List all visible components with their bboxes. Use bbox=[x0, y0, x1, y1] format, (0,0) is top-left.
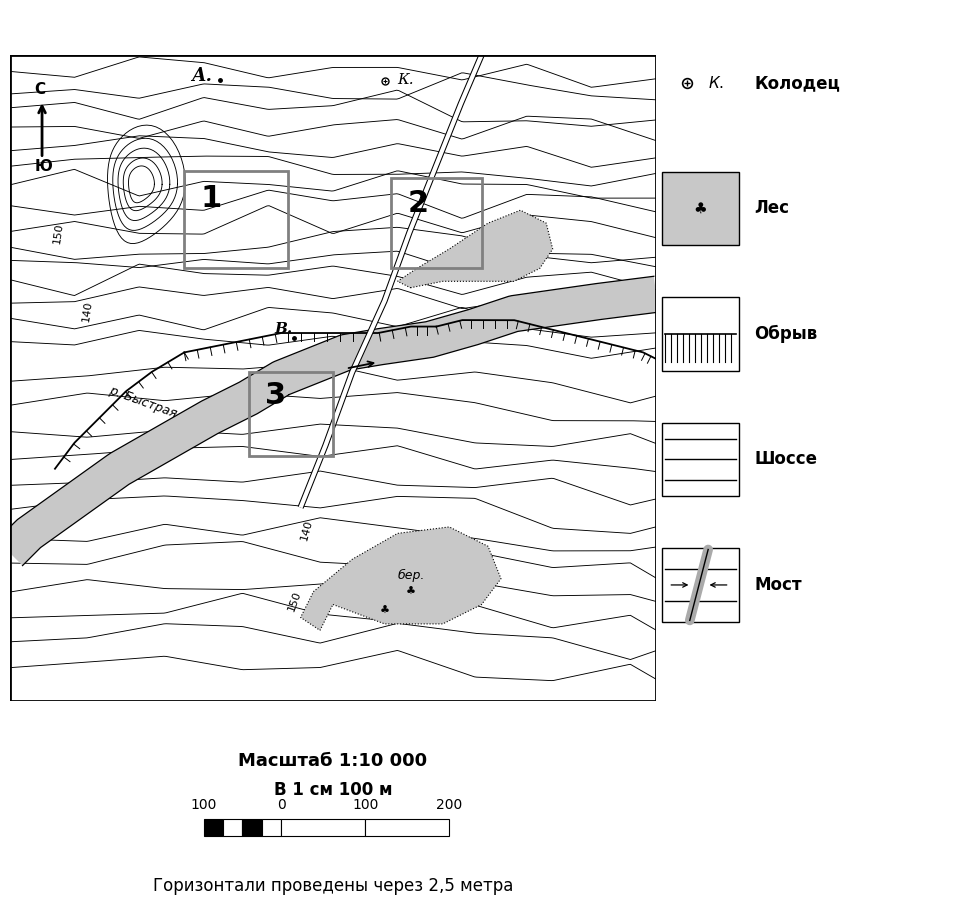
Text: 150: 150 bbox=[52, 222, 64, 245]
Text: Горизонтали проведены через 2,5 метра: Горизонтали проведены через 2,5 метра bbox=[153, 878, 513, 896]
Text: бер.: бер. bbox=[398, 569, 425, 581]
Text: 2: 2 bbox=[407, 189, 429, 217]
Text: ♣: ♣ bbox=[694, 201, 708, 216]
Bar bbox=[662, 548, 739, 622]
Text: р. Быстрая: р. Быстрая bbox=[107, 383, 178, 420]
Bar bbox=[185, 171, 288, 269]
Text: Масштаб 1:10 000: Масштаб 1:10 000 bbox=[238, 752, 428, 770]
Bar bbox=[204, 819, 223, 835]
Bar bbox=[223, 819, 242, 835]
Text: Шоссе: Шоссе bbox=[754, 450, 817, 469]
Text: С: С bbox=[34, 82, 46, 97]
Text: 150: 150 bbox=[286, 590, 302, 613]
Bar bbox=[249, 371, 332, 456]
Text: ♣: ♣ bbox=[380, 606, 390, 616]
Text: 200: 200 bbox=[436, 798, 463, 812]
Text: 140: 140 bbox=[299, 519, 315, 542]
Text: А.: А. bbox=[191, 67, 212, 85]
Text: 0: 0 bbox=[277, 798, 286, 812]
Text: Ю: Ю bbox=[34, 160, 52, 174]
Text: Мост: Мост bbox=[754, 576, 802, 594]
Text: Обрыв: Обрыв bbox=[754, 325, 817, 343]
Text: 1: 1 bbox=[200, 184, 222, 213]
Text: 100: 100 bbox=[352, 798, 378, 812]
Bar bbox=[281, 819, 365, 835]
Bar bbox=[662, 171, 739, 246]
Bar bbox=[662, 423, 739, 496]
Text: ♣: ♣ bbox=[405, 587, 415, 597]
Polygon shape bbox=[0, 276, 658, 566]
Text: Колодец: Колодец bbox=[754, 74, 840, 92]
Text: Лес: Лес bbox=[754, 200, 789, 217]
Bar bbox=[242, 819, 261, 835]
Polygon shape bbox=[398, 210, 553, 288]
Text: В 1 см 100 м: В 1 см 100 м bbox=[274, 780, 392, 799]
Polygon shape bbox=[300, 527, 501, 630]
Text: $\it{К.}$: $\it{К.}$ bbox=[709, 75, 724, 91]
Bar bbox=[365, 819, 449, 835]
Text: 100: 100 bbox=[191, 798, 217, 812]
Text: 140: 140 bbox=[81, 300, 93, 322]
Bar bbox=[391, 178, 481, 269]
Text: К.: К. bbox=[398, 73, 414, 87]
Text: 3: 3 bbox=[265, 381, 286, 410]
Bar bbox=[261, 819, 281, 835]
Bar bbox=[662, 297, 739, 370]
Text: В.: В. bbox=[275, 322, 293, 336]
